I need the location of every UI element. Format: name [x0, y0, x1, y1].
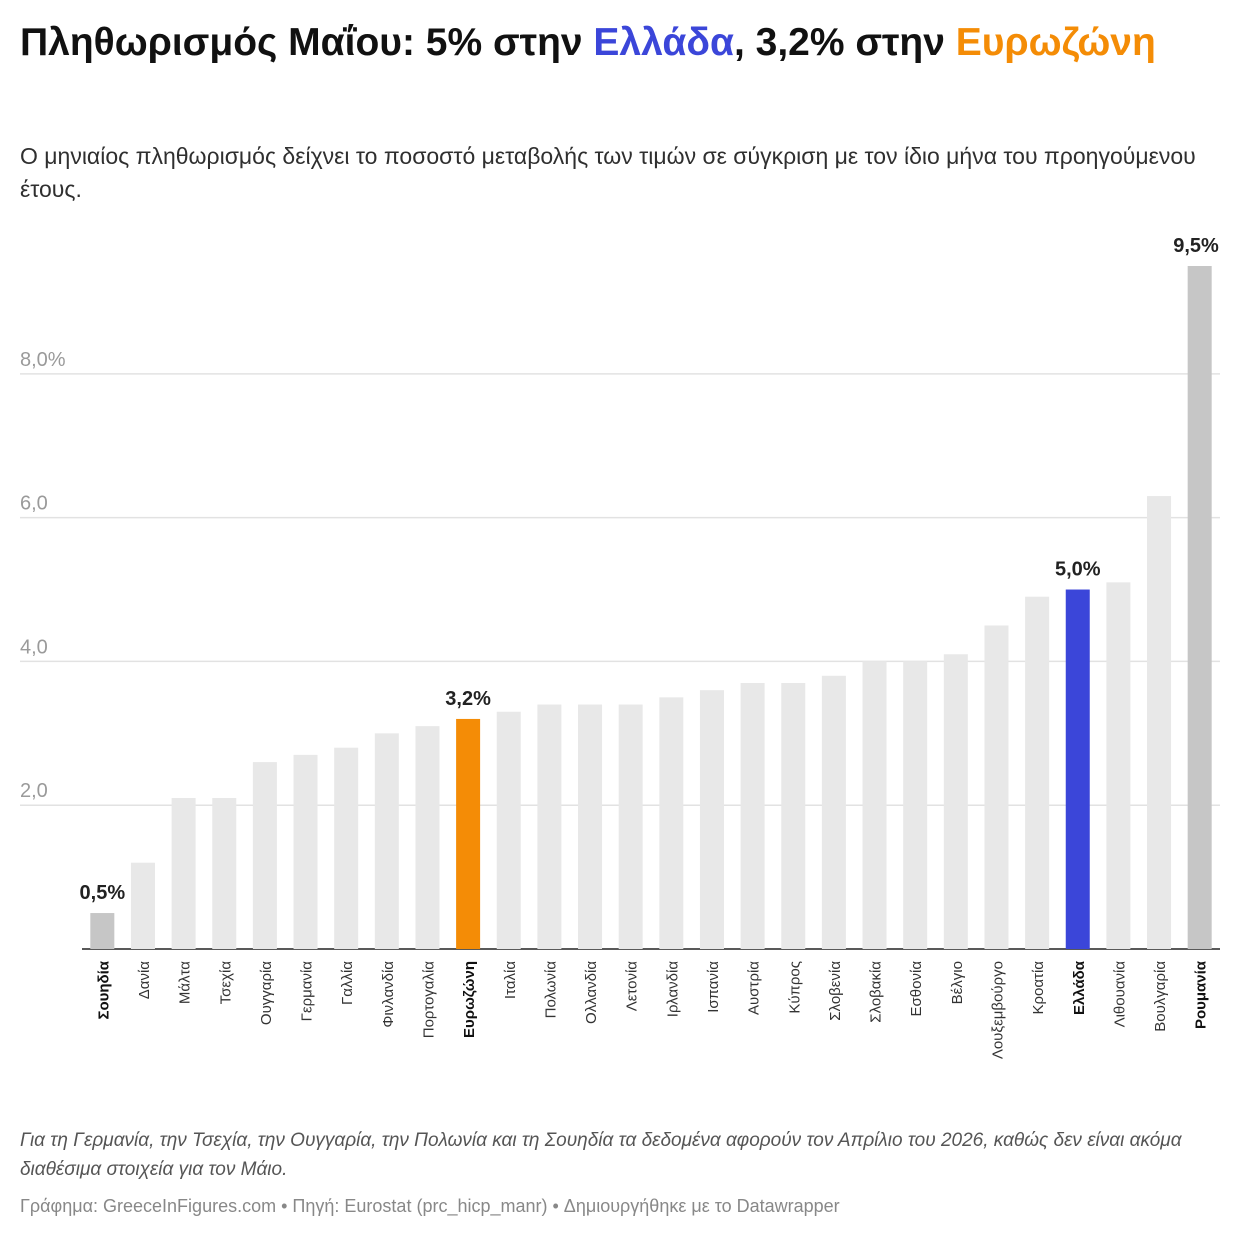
category-label-10: Ιταλία — [502, 961, 519, 999]
value-label-24: 5,0% — [1055, 559, 1101, 581]
bar-18 — [821, 675, 846, 949]
category-label-15: Ισπανία — [705, 961, 722, 1013]
bar-26 — [1147, 496, 1172, 949]
category-label-26: Βουλγαρία — [1152, 961, 1169, 1032]
bar-chart: 2,0 4,0 6,0 8,0% Σουηδία 0,5% Δανία Μάλτα Τσεχί… — [20, 235, 1220, 1059]
bar-1 — [130, 862, 155, 949]
title-part-2: , 3,2% στην — [733, 21, 956, 64]
bar-24 — [1065, 589, 1090, 949]
category-label-7: Φινλανδία — [380, 961, 397, 1028]
category-label-18: Σλοβενία — [827, 961, 844, 1021]
bar-21 — [943, 654, 968, 949]
bar-4 — [252, 762, 277, 949]
category-label-8: Πορτογαλία — [420, 961, 437, 1039]
bar-22 — [984, 625, 1009, 949]
category-label-1: Δανία — [136, 961, 153, 1000]
category-label-25: Λιθουανία — [1111, 961, 1128, 1028]
y-tick-label-2: 6,0 — [20, 493, 48, 515]
title-greece: Ελλάδα — [593, 21, 734, 64]
bar-0 — [90, 913, 115, 949]
category-label-12: Ολλανδία — [583, 961, 600, 1024]
y-tick-label-3: 8,0% — [20, 349, 66, 371]
bar-10 — [496, 711, 521, 949]
bar-8 — [415, 726, 440, 949]
category-label-11: Πολωνία — [542, 961, 559, 1019]
bar-20 — [903, 661, 928, 949]
category-label-19: Σλοβακία — [868, 961, 885, 1023]
category-label-24: Ελλάδα — [1071, 960, 1088, 1015]
bar-14 — [659, 697, 684, 949]
bar-11 — [537, 704, 562, 949]
bar-17 — [781, 682, 806, 949]
chart-subtitle: Ο μηνιαίος πληθωρισμός δείχνει το ποσοστ… — [20, 143, 1196, 202]
bar-6 — [334, 747, 359, 949]
bar-27 — [1187, 266, 1212, 949]
bar-16 — [740, 682, 765, 949]
value-label-27: 9,5% — [1173, 235, 1219, 257]
bar-13 — [618, 704, 643, 949]
category-label-4: Ουγγαρία — [258, 961, 275, 1025]
footnote: Για τη Γερμανία, την Τσεχία, την Ουγγαρί… — [20, 1130, 1182, 1180]
labels: Σουηδία 0,5% Δανία Μάλτα Τσεχία Ουγγαρία Γερμα… — [80, 235, 1219, 1059]
bar-23 — [1025, 596, 1050, 949]
bar-3 — [212, 798, 237, 949]
credits: Γράφημα: GreeceInFigures.com • Πηγή: Eur… — [20, 1196, 840, 1216]
bar-7 — [374, 733, 399, 949]
chart-title: Πληθωρισμός Μαΐου: 5% στην Ελλάδα, 3,2% … — [20, 18, 1220, 68]
bar-2 — [171, 798, 196, 949]
category-label-13: Λετονία — [624, 961, 641, 1012]
bar-5 — [293, 754, 318, 949]
category-label-23: Κροατία — [1030, 961, 1047, 1015]
y-tick-label-1: 4,0 — [20, 636, 48, 658]
value-label-9: 3,2% — [445, 688, 491, 710]
value-label-0: 0,5% — [80, 882, 126, 904]
category-label-5: Γερμανία — [299, 961, 316, 1022]
category-label-3: Τσεχία — [217, 961, 234, 1005]
category-label-9: Ευρωζώνη — [461, 961, 478, 1038]
bar-9 — [456, 718, 481, 949]
bar-25 — [1106, 582, 1131, 949]
bar-12 — [578, 704, 603, 949]
bars — [90, 266, 1212, 949]
category-label-0: Σουηδία — [95, 960, 112, 1019]
category-label-21: Βέλγιο — [949, 961, 966, 1004]
bar-15 — [699, 690, 724, 949]
category-label-27: Ρουμανία — [1193, 960, 1210, 1029]
category-label-16: Αυστρία — [746, 961, 763, 1015]
title-part-1: Πληθωρισμός Μαΐου: 5% στην — [20, 21, 594, 64]
category-label-22: Λουξεμβούργο — [989, 961, 1006, 1059]
category-label-2: Μάλτα — [177, 961, 194, 1004]
bar-19 — [862, 661, 887, 949]
category-label-17: Κύπρος — [786, 961, 803, 1014]
title-eurozone: Ευρωζώνη — [955, 21, 1156, 64]
y-tick-label-0: 2,0 — [20, 780, 48, 802]
category-label-6: Γαλλία — [339, 961, 356, 1005]
category-label-14: Ιρλανδία — [664, 961, 681, 1018]
category-label-20: Εσθονία — [908, 961, 925, 1017]
